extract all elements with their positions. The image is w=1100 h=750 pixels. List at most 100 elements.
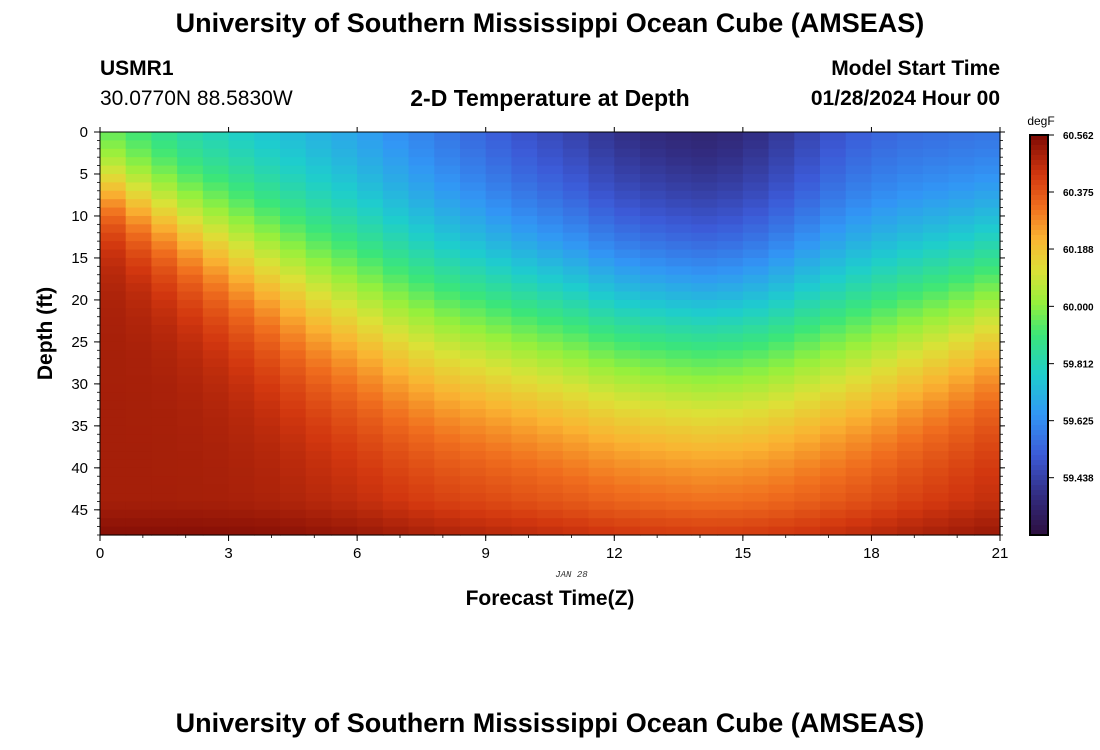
heatmap-cell [305,526,333,536]
heatmap-cell [562,182,590,192]
heatmap-cell [717,241,744,251]
heatmap-cell [640,476,667,486]
heatmap-cell [305,224,333,234]
heatmap-cell [331,493,358,503]
heatmap-cell [742,333,770,343]
colorbar-segment [1030,440,1048,446]
heatmap-cell [357,333,384,343]
heatmap-cell [408,392,435,402]
heatmap-cell [640,501,667,511]
heatmap-cell [794,207,821,217]
heatmap-cell [845,241,873,251]
heatmap-cell [177,392,204,402]
heatmap-cell [562,493,590,503]
heatmap-cell [640,249,667,259]
heatmap-cell [357,207,384,217]
heatmap-cell [460,291,487,301]
heatmap-cell [100,493,127,503]
heatmap-cell [845,157,873,167]
heatmap-cell [357,224,384,234]
heatmap-cell [305,132,333,141]
heatmap-cell [948,325,975,335]
heatmap-cell [408,249,435,259]
heatmap-cell [254,182,281,192]
heatmap-cell [640,383,667,393]
heatmap-cell [100,148,127,158]
heatmap-cell [434,157,461,167]
heatmap-cell [897,157,924,167]
heatmap-cell [717,509,744,519]
heatmap-cell [357,350,384,360]
heatmap-cell [742,291,770,301]
heatmap-cell [922,493,950,503]
heatmap-cell [562,400,590,410]
heatmap-cell [614,518,641,528]
heatmap-cell [434,224,461,234]
heatmap-cell [948,316,975,326]
heatmap-cell [382,333,410,343]
heatmap-cell [460,367,487,377]
heatmap-cell [280,157,307,167]
heatmap-cell [151,451,178,461]
heatmap-cell [331,467,358,477]
heatmap-cell [948,350,975,360]
x-tick-label: 3 [224,545,232,562]
heatmap-cell [202,367,230,377]
heatmap-cell [588,249,615,259]
colorbar-segment [1030,510,1048,516]
heatmap-cell [357,157,384,167]
heatmap-cell [665,358,693,368]
heatmap-cell [974,493,1001,503]
heatmap-cell [820,476,847,486]
heatmap-cell [125,199,153,209]
heatmap-cell [357,400,384,410]
heatmap-cell [742,283,770,293]
heatmap-cell [151,333,178,343]
colorbar-segment [1030,185,1048,191]
heatmap-cell [151,241,178,251]
heatmap-cell [871,367,898,377]
heatmap-cell [820,383,847,393]
heatmap-cell [485,383,513,393]
heatmap-cell [742,509,770,519]
heatmap-cell [845,409,873,419]
heatmap-cell [357,383,384,393]
heatmap-cell [845,274,873,284]
colorbar-segment [1030,465,1048,471]
heatmap-cell [177,518,204,528]
heatmap-cell [460,434,487,444]
heatmap-cell [460,451,487,461]
heatmap-cell [665,501,693,511]
heatmap-cell [948,459,975,469]
heatmap-cell [665,190,693,200]
colorbar-segment [1030,270,1048,276]
colorbar-tick-label: 59.625 [1063,417,1094,428]
heatmap-cell [382,132,410,141]
heatmap-cell [974,190,1001,200]
heatmap-cell [562,173,590,183]
heatmap-cell [562,526,590,536]
heatmap-cell [820,501,847,511]
colorbar-segment [1030,365,1048,371]
heatmap-cell [537,509,564,519]
heatmap-cell [511,350,538,360]
heatmap-cell [228,241,255,251]
heatmap-cell [820,409,847,419]
heatmap-cell [537,199,564,209]
heatmap-cell [768,148,795,158]
heatmap-cell [897,526,924,536]
heatmap-cell [228,434,255,444]
heatmap-cell [202,199,230,209]
heatmap-cell [434,493,461,503]
heatmap-cell [897,182,924,192]
heatmap-cell [691,316,718,326]
heatmap-cell [125,493,153,503]
heatmap-cell [280,333,307,343]
heatmap-cell [922,299,950,309]
heatmap-cell [177,325,204,335]
heatmap-cell [820,308,847,318]
heatmap-cell [820,417,847,427]
heatmap-cell [382,392,410,402]
heatmap-cell [820,157,847,167]
heatmap-cell [202,526,230,536]
